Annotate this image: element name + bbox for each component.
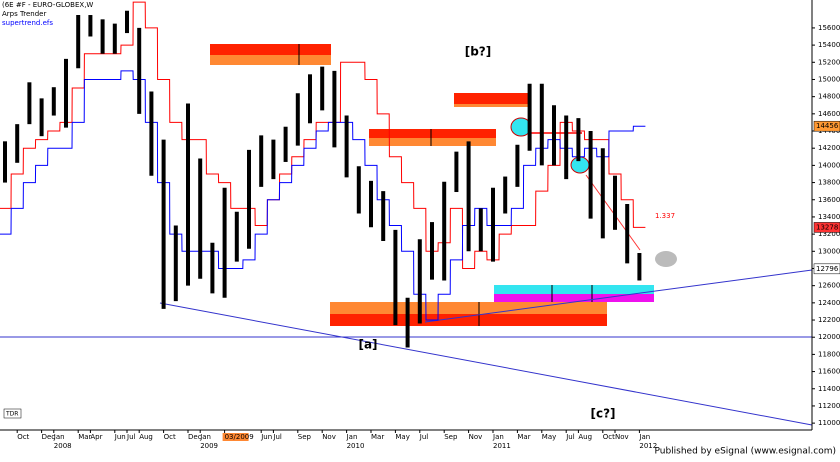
y-tick-label: 11200	[818, 402, 840, 410]
x-tick-label: Jul	[419, 433, 429, 441]
indicator-line	[0, 70, 646, 321]
x-tick-label: Jan	[199, 433, 211, 441]
wave-label: [b?]	[465, 45, 492, 59]
legend-label: supertrend.efs	[2, 19, 53, 27]
x-tick-label: Sep	[444, 433, 458, 441]
x-tick-label: Oct	[17, 433, 29, 441]
zone-box	[330, 314, 607, 326]
zone-box	[494, 294, 654, 302]
price-tag	[813, 120, 840, 132]
x-tick-label: Jul	[272, 433, 282, 441]
wave-label: [c?]	[590, 407, 615, 421]
y-tick-label: 15600	[818, 24, 840, 32]
price-tag	[813, 222, 840, 233]
y-tick-label: 13200	[818, 230, 840, 238]
y-tick-label: 14600	[818, 110, 840, 118]
y-tick-label: 11000	[818, 419, 840, 427]
year-label: 2011	[493, 442, 511, 450]
target-label: 1.337	[655, 212, 675, 220]
y-tick-label: 13000	[818, 247, 840, 255]
x-tick-label: Mar	[371, 433, 384, 441]
y-tick-label: 14200	[818, 144, 840, 152]
y-tick-label: 13600	[818, 196, 840, 204]
footer: Published by eSignal (www.esignal.com)	[654, 447, 836, 457]
price-tag-label: 12796	[816, 265, 839, 273]
x-tick-label: Nov	[615, 433, 629, 441]
x-tick-label: Jul	[126, 433, 136, 441]
tdr-box	[3, 408, 22, 419]
x-tick-label: 03/2009	[225, 433, 254, 441]
target-ellipse	[655, 251, 677, 267]
x-tick-label: Oct	[603, 433, 615, 441]
y-tick-label: 13400	[818, 213, 840, 221]
x-tick-label: Mar	[78, 433, 91, 441]
y-tick-label: 15000	[818, 75, 840, 83]
x-tick-label: Oct	[164, 433, 176, 441]
x-tick-label: Jan	[638, 433, 650, 441]
zone-box	[454, 93, 529, 104]
x-tick-label: Nov	[469, 433, 483, 441]
y-tick-label: 12200	[818, 316, 840, 324]
x-tick-label: Jul	[565, 433, 575, 441]
year-label: 2012	[639, 442, 657, 450]
x-tick-label: Mar	[517, 433, 530, 441]
zone-box	[369, 129, 496, 138]
x-tick-label: Jun	[114, 433, 126, 441]
year-label: 2009	[200, 442, 218, 450]
x-tick-label: Apr	[90, 433, 102, 441]
y-tick-label: 15400	[818, 41, 840, 49]
legend-label: Arps Trender	[2, 10, 46, 18]
zone-box	[210, 44, 331, 55]
zone-box	[210, 55, 331, 65]
zone-box	[494, 285, 654, 294]
y-tick-label: 12000	[818, 333, 840, 341]
x-tick-label: Dec	[42, 433, 56, 441]
x-tick-label: Sep	[298, 433, 312, 441]
x-tick-label: Jan	[346, 433, 358, 441]
x-tick-label: May	[542, 433, 556, 441]
y-tick-label: 14000	[818, 161, 840, 169]
plot	[0, 1, 646, 348]
x-tick-label: Jun	[260, 433, 272, 441]
x-tick-label: May	[395, 433, 409, 441]
y-tick-label: 12600	[818, 282, 840, 290]
x-tick-label: Dec	[188, 433, 202, 441]
x-tick-label: Aug	[578, 433, 592, 441]
zone-box	[454, 104, 529, 107]
x-tick-label: Nov	[322, 433, 336, 441]
drawings	[0, 44, 813, 426]
zone-box	[369, 138, 496, 146]
y-tick-label: 15200	[818, 58, 840, 66]
trend-line	[159, 302, 813, 426]
x-tick-highlight	[222, 433, 249, 441]
y-tick-label: 12400	[818, 299, 840, 307]
wave-label: [a]	[358, 338, 377, 352]
trend-line	[424, 269, 813, 323]
x-tick-label: Aug	[139, 433, 153, 441]
year-label: 2010	[347, 442, 365, 450]
y-tick-label: 11400	[818, 385, 840, 393]
price-tag-label: 14456	[816, 122, 839, 130]
y-tick-label: 11600	[818, 368, 840, 376]
indicator-line	[0, 1, 646, 269]
x-tick-label: Jan	[492, 433, 504, 441]
zone-box	[330, 302, 607, 314]
x-tick-label: Jan	[53, 433, 65, 441]
chart-title: (6E #F - EURO-GLOBEX,W	[2, 1, 93, 9]
y-tick-label: 13800	[818, 179, 840, 187]
tdr-label: TDR	[5, 411, 18, 418]
year-label: 2008	[54, 442, 72, 450]
y-tick-label: 14800	[818, 93, 840, 101]
price-tag	[813, 263, 840, 275]
price-tag-label: 13278	[816, 223, 838, 231]
y-tick-label: 11800	[818, 350, 840, 358]
